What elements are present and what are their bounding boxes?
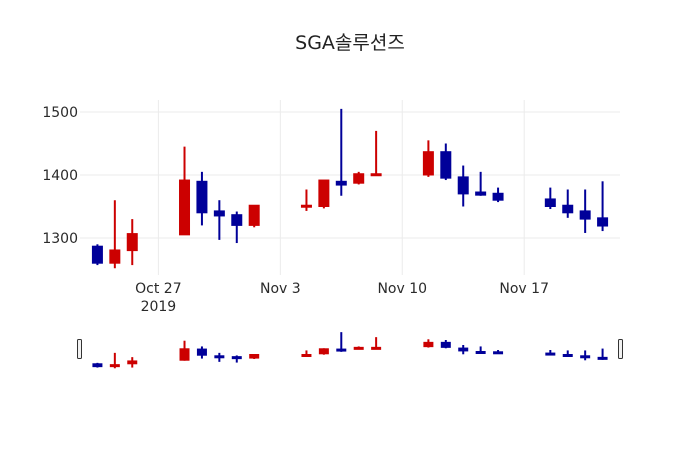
candle-decreasing[interactable] (213, 200, 225, 240)
candle-increasing[interactable] (126, 219, 138, 266)
y-tick-label: 1400 (42, 168, 78, 184)
slider-candle (545, 350, 556, 356)
slider-candle (196, 346, 207, 359)
candle-increasing[interactable] (300, 189, 312, 211)
slider-candle (127, 357, 138, 368)
slider-candle (440, 340, 451, 349)
x-tick-year-label: 2019 (141, 299, 177, 315)
candle-increasing[interactable] (353, 171, 365, 185)
slider-candle (371, 337, 382, 350)
candle-decreasing[interactable] (457, 165, 469, 207)
slider-candle (336, 332, 347, 352)
slider-candle (458, 345, 469, 355)
x-tick-label: Nov 17 (499, 281, 549, 297)
candle-increasing[interactable] (370, 130, 382, 177)
slider-candle (318, 348, 329, 355)
slider-candle (353, 346, 364, 350)
x-tick-label: Nov 10 (377, 281, 427, 297)
candle-increasing[interactable] (422, 140, 434, 177)
y-tick-label: 1500 (42, 105, 78, 121)
candle-decreasing[interactable] (562, 189, 574, 218)
y-axis: 1300 1400 1500 (42, 105, 78, 247)
slider-candle (493, 350, 504, 355)
candle-decreasing[interactable] (335, 108, 347, 196)
slider-candle (423, 339, 434, 348)
x-tick-label: Nov 3 (260, 281, 301, 297)
slider-candle (109, 352, 120, 369)
candle-decreasing[interactable] (492, 187, 504, 203)
range-slider[interactable] (77, 332, 623, 369)
candle-decreasing[interactable] (91, 244, 103, 266)
range-slider-left-handle[interactable] (77, 339, 82, 359)
candle-decreasing[interactable] (440, 143, 452, 181)
slider-candle (580, 350, 591, 361)
slider-candle (562, 350, 573, 357)
candle-decreasing[interactable] (597, 181, 609, 232)
gridlines (80, 100, 620, 275)
candle-decreasing[interactable] (196, 171, 208, 226)
slider-candle (214, 352, 225, 362)
candle-increasing[interactable] (109, 200, 121, 269)
slider-candle (301, 350, 312, 357)
candle-decreasing[interactable] (475, 171, 487, 196)
y-tick-label: 1300 (42, 231, 78, 247)
candle-increasing[interactable] (318, 179, 330, 209)
chart-title: SGA솔루션즈 (295, 32, 405, 54)
candle-decreasing[interactable] (231, 211, 243, 244)
slider-candle (597, 348, 608, 360)
candle-increasing[interactable] (179, 146, 191, 236)
x-tick-label: Oct 27 (135, 281, 181, 297)
slider-candle (179, 340, 190, 361)
candle-increasing[interactable] (248, 204, 260, 228)
slider-candle (92, 362, 103, 368)
candle-decreasing[interactable] (579, 189, 591, 233)
slider-candle (231, 355, 242, 363)
slider-candle (475, 346, 486, 354)
candle-decreasing[interactable] (544, 187, 556, 210)
slider-candle (249, 354, 260, 359)
plot-area[interactable] (91, 108, 609, 269)
x-axis: Oct 27 2019 Nov 3 Nov 10 Nov 17 (135, 281, 549, 315)
range-slider-right-handle[interactable] (618, 339, 623, 359)
